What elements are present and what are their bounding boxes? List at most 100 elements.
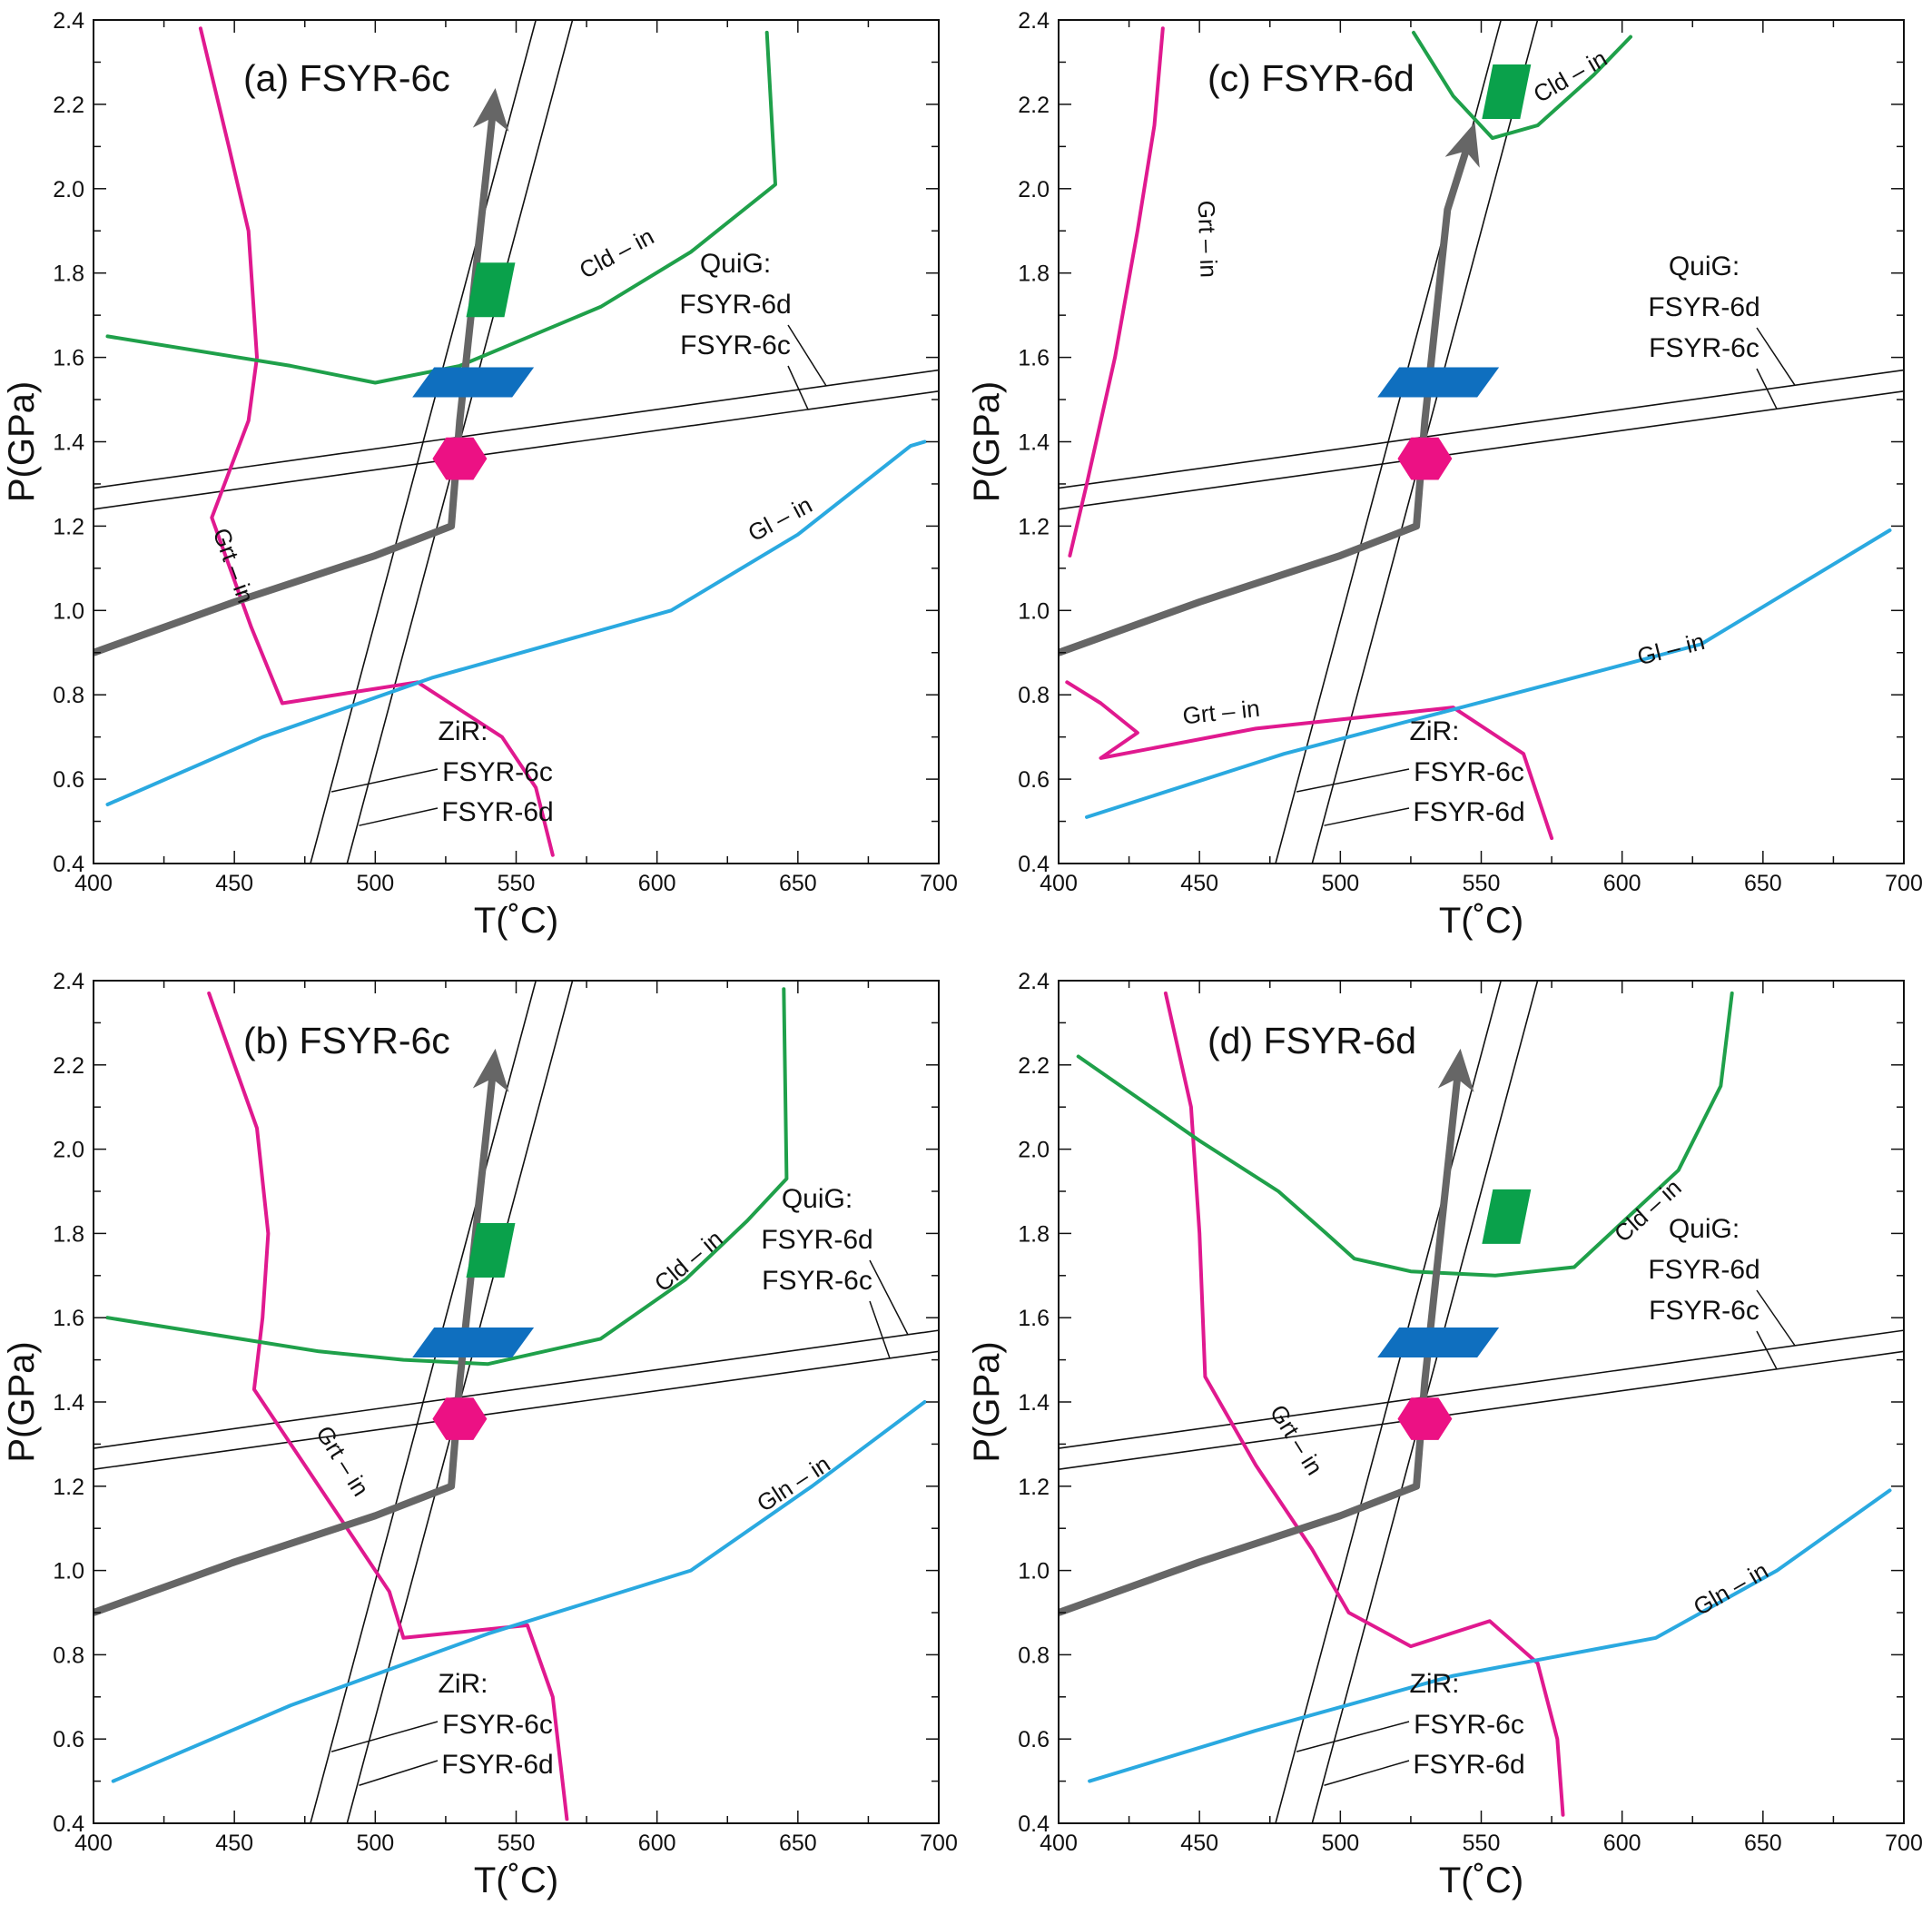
y-tick-label: 0.6 [1018,1727,1050,1752]
y-tick-label: 1.4 [53,430,84,456]
y-tick-label: 2.0 [53,1138,84,1163]
zir-leader-6d [1324,807,1410,826]
x-axis-title: T(˚C) [1439,1861,1523,1900]
series-gl-line [1085,528,1892,819]
zir-leader-6c [1296,768,1410,793]
pink-hexagon-marker [432,1397,488,1440]
quig-sample-6d-label: FSYR-6d [679,290,791,320]
series-cld-line [105,987,789,1367]
y-tick-label: 1.8 [1018,262,1050,287]
zir-label: ZiR: [439,1669,488,1699]
x-tick-label: 650 [1744,871,1782,896]
quig-sample-6c-label: FSYR-6c [1649,333,1760,363]
x-tick-label: 600 [638,1831,676,1856]
y-tick-label: 2.4 [53,8,84,34]
panel-title: (a) FSYR-6c [243,57,450,99]
y-tick-label: 1.0 [1018,598,1050,624]
series-grt-line [198,26,555,857]
y-axis-title: P(GPa) [2,1341,42,1462]
y-tick-label: 1.2 [1018,514,1050,539]
pt-path-line [1059,136,1474,656]
series-gl-line [1088,1488,1892,1783]
curve-label-cld: Cld – in [649,1225,728,1298]
y-tick-label: 1.8 [53,1221,84,1247]
y-tick-label: 0.4 [53,1811,84,1837]
x-tick-label: 700 [920,1831,958,1856]
zir-sample-6c-label: FSYR-6c [1414,1710,1524,1740]
y-tick-label: 0.6 [53,1727,84,1752]
x-tick-label: 650 [779,1831,817,1856]
x-tick-label: 450 [215,1831,253,1856]
isomeke-line-quig-6c [94,1350,939,1471]
y-tick-label: 1.0 [1018,1559,1050,1584]
y-tick-label: 1.6 [53,1306,84,1331]
quig-leader-6c [869,1300,891,1359]
panel-d: 400 450 500 550 600 650 700 0.4 0.6 0.8 1.0 1.2 1.4 1… [967,969,1923,1900]
y-tick-label: 1.0 [53,1559,84,1584]
zir-leader-6d [1324,1760,1410,1786]
y-tick-label: 2.0 [1018,177,1050,202]
y-tick-label: 1.6 [1018,1306,1050,1331]
x-tick-label: 600 [1603,1831,1641,1856]
blue-parallelogram-marker [412,1328,535,1358]
series-gl-line [111,1400,927,1783]
isomeke-line-quig-6c [1059,1350,1904,1471]
pink-hexagon-marker [1397,437,1453,480]
y-tick-label: 2.4 [1018,8,1050,34]
y-tick-label: 0.8 [53,683,84,708]
zir-sample-6d-label: FSYR-6d [441,797,553,827]
x-tick-label: 550 [1463,871,1501,896]
x-tick-label: 400 [1040,871,1078,896]
y-tick-label: 0.8 [1018,683,1050,708]
y-axis-title: P(GPa) [2,381,42,502]
x-tick-label: 650 [1744,1831,1782,1856]
x-tick-label: 700 [1885,871,1923,896]
y-tick-label: 2.4 [1018,969,1050,994]
x-tick-label: 500 [356,871,394,896]
zir-label: ZiR: [1410,716,1460,746]
y-tick-label: 0.6 [1018,767,1050,793]
pt-path-arrowhead [472,1048,509,1092]
curve-label-grt: Grt – in [1193,200,1223,278]
y-tick-label: 1.2 [53,1475,84,1500]
isomeke-line-quig-6c [1059,390,1904,510]
series-cld-line [1412,30,1632,141]
plot-frame [93,980,940,1824]
quig-label: QuiG: [782,1184,853,1214]
isomeke-line-quig-6c [94,390,939,510]
pink-hexagon-marker [1397,1397,1453,1440]
quig-leader-6d [869,1259,909,1336]
x-tick-label: 600 [638,871,676,896]
green-parallelogram-marker [1482,64,1532,119]
series-gl-line [105,439,927,806]
zir-sample-6c-label: FSYR-6c [442,1710,553,1740]
x-tick-label: 500 [1321,1831,1359,1856]
plot-frame [1058,980,1905,1824]
curve-label-cld: Cld – in [575,222,658,284]
quig-sample-6c-label: FSYR-6c [680,331,791,360]
x-tick-label: 450 [1180,1831,1218,1856]
pt-path-arrowhead [1437,1048,1474,1092]
panel-b: 400 450 500 550 600 650 700 0.4 0.6 0.8 1.0 1.2 1.4 1… [2,969,958,1900]
y-tick-label: 1.8 [1018,1221,1050,1247]
isomeke-line-zir-6c [1275,981,1502,1823]
y-tick-label: 2.2 [53,1053,84,1079]
zir-sample-6d-label: FSYR-6d [441,1750,553,1780]
curve-label-grt: Grt – in [1181,695,1261,730]
x-axis-title: T(˚C) [474,1861,558,1900]
panel-title: (b) FSYR-6c [243,1020,450,1061]
green-parallelogram-marker [466,1222,516,1278]
x-tick-label: 650 [779,871,817,896]
x-tick-label: 700 [1885,1831,1923,1856]
quig-leader-6d [1756,1289,1796,1347]
curve-label-gl: Gln – in [1689,1556,1773,1621]
zir-sample-6d-label: FSYR-6d [1413,1750,1524,1780]
panel-a: 400 450 500 550 600 650 700 0.4 0.6 0.8 1.0 1.2 1.4 1… [2,8,958,941]
curve-label-gl: Gl – in [1634,627,1707,670]
isomeke-line-quig-6d [1059,369,1904,489]
y-tick-label: 1.2 [1018,1475,1050,1500]
zir-leader-6d [359,807,439,826]
zir-leader-6d [359,1760,439,1786]
x-axis-title: T(˚C) [474,901,558,941]
